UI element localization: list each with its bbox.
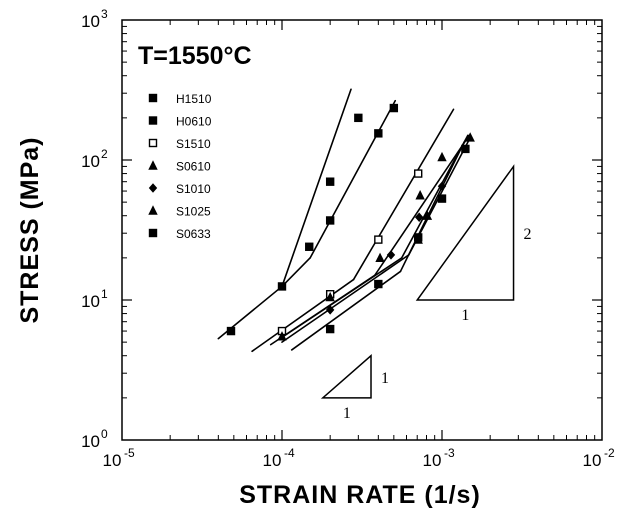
legend-label-s1010: S1010 <box>176 182 211 196</box>
fit-line-segment <box>281 257 311 288</box>
data-point-s0633 <box>374 279 383 289</box>
legend-marker-s1025 <box>148 205 158 215</box>
data-point-h0610 <box>354 113 363 123</box>
data-point-s1025 <box>277 331 287 341</box>
x-tick-label-exponent: -5 <box>124 446 135 460</box>
data-markers <box>226 103 475 341</box>
data-point-s0610 <box>465 132 475 142</box>
y-tick-label-exponent: 1 <box>101 287 108 301</box>
y-tick-label: 10 <box>81 432 100 451</box>
legend-label-s0633: S0633 <box>176 227 211 241</box>
data-point-s1010 <box>386 250 396 260</box>
slope-rise-label: 2 <box>524 226 532 243</box>
data-point-h1510 <box>325 216 335 225</box>
legend-marker-s0633 <box>148 228 158 238</box>
data-point-s0633 <box>325 324 335 334</box>
fit-line-segment <box>309 99 397 259</box>
legend-marker-h0610 <box>148 116 158 125</box>
legend-label-h0610: H0610 <box>176 115 212 129</box>
slope-triangle <box>320 354 372 399</box>
slope-triangles: 1 1 1 2 <box>320 164 532 422</box>
data-point-s1010 <box>437 181 447 191</box>
slope-run-label: 1 <box>343 405 351 422</box>
legend-marker-s0610 <box>148 160 158 170</box>
data-point-s1010 <box>414 212 424 222</box>
data-point-s0610 <box>437 151 447 162</box>
legend-marker-s1510 <box>148 138 158 148</box>
data-point-h1510 <box>277 282 287 291</box>
data-point-s0633 <box>437 194 447 203</box>
legend-label-s0610: S0610 <box>176 160 211 174</box>
data-point-s0633 <box>461 144 470 154</box>
x-tick-label: 10 <box>423 451 442 470</box>
legend-label-h1510: H1510 <box>176 92 212 106</box>
x-tick-label: 10 <box>103 451 122 470</box>
tick-labels: 10 -5 10 -4 10 -3 10 -210 010 110 210 3 <box>81 7 615 470</box>
data-point-s1010 <box>325 305 335 315</box>
fit-line-segment <box>352 108 455 281</box>
legend-marker-s1010 <box>148 183 158 193</box>
fit-lines <box>217 88 471 353</box>
temperature-annotation: T=1550°C <box>138 42 252 70</box>
fit-line-segment <box>277 257 403 341</box>
data-point-s0610 <box>375 252 385 263</box>
data-point-h1510 <box>374 129 383 138</box>
data-point-h0610 <box>305 242 314 251</box>
fit-line-segment <box>290 270 402 351</box>
slope-run-label: 1 <box>461 307 469 324</box>
data-point-s1510 <box>374 235 383 244</box>
legend-label-s1510: S1510 <box>176 137 211 151</box>
y-tick-label-exponent: 3 <box>101 7 108 21</box>
x-tick-label-exponent: -4 <box>284 446 295 460</box>
fit-line-segment <box>399 140 466 273</box>
data-point-s1025 <box>422 210 433 220</box>
y-tick-label: 10 <box>81 152 100 171</box>
y-tick-label: 10 <box>81 292 100 311</box>
legend: H1510 H0610 S1510 S0610 S1010 S1025 S0633 <box>148 92 212 241</box>
fit-line-segment <box>251 278 355 353</box>
x-tick-label-exponent: -3 <box>444 446 455 460</box>
data-point-s0633 <box>414 233 423 242</box>
axis-ticks <box>122 20 602 440</box>
fit-line-segment <box>281 254 410 343</box>
x-tick-label: 10 <box>263 451 282 470</box>
x-tick-label-exponent: -2 <box>604 446 615 460</box>
y-tick-label-exponent: 2 <box>101 147 108 161</box>
data-point-h0610 <box>325 177 335 186</box>
fit-line-segment <box>281 88 352 288</box>
y-tick-label: 10 <box>81 12 100 31</box>
data-point-s0610 <box>415 190 425 200</box>
slope-rise-label: 1 <box>381 370 389 387</box>
legend-marker-h1510 <box>148 93 158 103</box>
y-axis-title: STRESS (MPa) <box>16 136 44 323</box>
data-point-s1510 <box>414 169 423 178</box>
slope-triangle <box>415 164 515 301</box>
x-axis-title: STRAIN RATE (1/s) <box>239 481 481 509</box>
data-point-h0610 <box>226 326 236 336</box>
data-point-h1510 <box>389 103 399 113</box>
x-tick-label: 10 <box>583 451 602 470</box>
plot-frame <box>121 19 603 441</box>
y-tick-label-exponent: 0 <box>101 427 108 441</box>
legend-label-s1025: S1025 <box>176 205 211 219</box>
data-point-s1025 <box>325 291 335 302</box>
